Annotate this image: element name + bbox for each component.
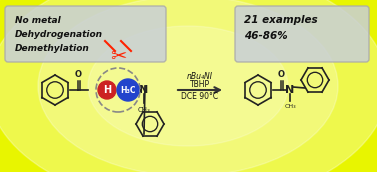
Ellipse shape bbox=[38, 0, 338, 172]
Text: Demethylation: Demethylation bbox=[15, 44, 90, 52]
Text: O: O bbox=[75, 70, 82, 79]
Text: H: H bbox=[103, 85, 111, 95]
Text: DCE 90°C: DCE 90°C bbox=[181, 92, 219, 100]
Text: nBu₄NI: nBu₄NI bbox=[187, 72, 213, 80]
Text: CH₃: CH₃ bbox=[138, 107, 150, 113]
Text: No metal: No metal bbox=[15, 15, 61, 24]
Ellipse shape bbox=[88, 26, 288, 146]
Circle shape bbox=[117, 79, 139, 101]
Text: N: N bbox=[285, 85, 294, 95]
Text: O: O bbox=[278, 70, 285, 79]
Text: CH₃: CH₃ bbox=[284, 104, 296, 109]
FancyBboxPatch shape bbox=[5, 6, 166, 62]
FancyBboxPatch shape bbox=[235, 6, 369, 62]
Text: Dehydrogenation: Dehydrogenation bbox=[15, 30, 103, 39]
Text: N: N bbox=[139, 85, 149, 95]
Text: H₃C: H₃C bbox=[120, 85, 136, 94]
Circle shape bbox=[98, 81, 116, 99]
Text: 21 examples: 21 examples bbox=[244, 15, 318, 25]
Text: 46-86%: 46-86% bbox=[244, 31, 288, 41]
Text: ✂: ✂ bbox=[110, 46, 126, 66]
Text: TBHP: TBHP bbox=[190, 79, 210, 89]
